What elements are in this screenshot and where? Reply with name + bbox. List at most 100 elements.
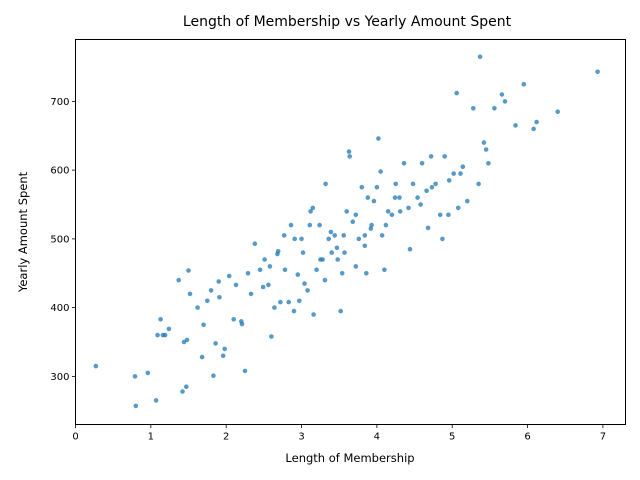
- data-point: [365, 195, 371, 200]
- data-point: [392, 195, 398, 200]
- data-point: [184, 384, 189, 390]
- data-point: [454, 90, 460, 96]
- data-point: [342, 250, 347, 255]
- data-point: [145, 370, 151, 376]
- data-point: [257, 267, 263, 273]
- data-point: [369, 222, 374, 228]
- data-point: [378, 169, 383, 174]
- data-point: [310, 205, 316, 211]
- data-point: [389, 212, 395, 218]
- data-points: [93, 54, 600, 409]
- data-point: [317, 222, 322, 228]
- data-point: [410, 181, 416, 187]
- data-point: [328, 229, 334, 235]
- data-point: [311, 312, 316, 317]
- data-point: [460, 164, 466, 169]
- data-point: [415, 195, 420, 200]
- x-axis-ticks: 0 1 2 3 4 5 6 7: [72, 424, 606, 443]
- data-point: [297, 298, 302, 304]
- data-point: [513, 123, 518, 128]
- data-point: [267, 264, 273, 269]
- data-point: [521, 81, 527, 87]
- data-point: [314, 267, 319, 273]
- data-point: [158, 317, 163, 322]
- y-tick-label: 300: [50, 372, 69, 383]
- data-point: [437, 212, 443, 218]
- data-point: [471, 106, 476, 111]
- data-point: [162, 332, 168, 338]
- data-point: [555, 109, 560, 114]
- data-point: [323, 181, 328, 187]
- x-tick-label: 0: [72, 432, 78, 443]
- data-point: [499, 92, 505, 97]
- y-tick-label: 600: [50, 166, 69, 177]
- data-point: [339, 271, 345, 276]
- data-point: [322, 277, 328, 283]
- data-point: [308, 209, 313, 214]
- data-point: [205, 298, 210, 304]
- data-point: [382, 267, 387, 273]
- data-point: [187, 291, 193, 297]
- data-point: [208, 288, 214, 293]
- data-point: [353, 212, 359, 218]
- data-point: [260, 284, 266, 290]
- data-point: [132, 374, 138, 379]
- data-point: [184, 337, 190, 343]
- data-point: [379, 233, 385, 238]
- data-point: [458, 171, 463, 176]
- x-tick-label: 7: [600, 432, 606, 443]
- data-point: [406, 205, 411, 211]
- data-point: [476, 181, 481, 187]
- data-point: [199, 354, 205, 360]
- data-point: [483, 147, 489, 152]
- data-point: [233, 282, 239, 288]
- data-point: [376, 136, 381, 141]
- data-point: [252, 241, 258, 246]
- chart-title: Length of Membership vs Yearly Amount Sp…: [183, 14, 512, 30]
- data-point: [300, 250, 306, 255]
- data-point: [595, 69, 600, 75]
- data-point: [364, 271, 369, 276]
- data-point: [477, 54, 483, 59]
- data-point: [397, 209, 403, 214]
- data-point: [451, 171, 457, 176]
- x-tick-label: 1: [148, 432, 154, 443]
- data-point: [155, 332, 160, 338]
- data-point: [302, 281, 307, 286]
- data-point: [281, 233, 287, 238]
- data-point: [440, 236, 445, 242]
- data-point: [299, 236, 304, 242]
- data-point: [269, 334, 274, 339]
- data-point: [338, 308, 344, 314]
- data-point: [481, 140, 487, 145]
- data-point: [359, 185, 365, 190]
- data-point: [262, 257, 267, 262]
- data-point: [318, 257, 323, 262]
- data-point: [226, 273, 232, 279]
- data-point: [419, 161, 425, 166]
- data-point: [245, 271, 251, 276]
- data-point: [347, 154, 353, 159]
- data-point: [326, 236, 332, 242]
- data-point: [295, 272, 301, 277]
- data-point: [153, 398, 159, 403]
- data-point: [231, 317, 236, 322]
- data-point: [465, 198, 470, 204]
- data-point: [534, 119, 539, 125]
- plot-frame: [75, 39, 626, 425]
- data-point: [166, 326, 172, 332]
- y-axis-label: Yearly Amount Spent: [16, 171, 30, 293]
- data-point: [350, 219, 356, 224]
- data-point: [176, 277, 181, 283]
- data-point: [272, 305, 277, 310]
- data-point: [213, 341, 218, 346]
- data-point: [335, 257, 341, 262]
- data-point: [278, 299, 283, 305]
- data-point: [353, 264, 359, 269]
- data-point: [329, 250, 335, 255]
- data-point: [334, 245, 340, 251]
- data-point: [362, 233, 368, 238]
- data-point: [492, 106, 497, 111]
- data-point: [385, 209, 391, 214]
- data-point: [291, 308, 297, 314]
